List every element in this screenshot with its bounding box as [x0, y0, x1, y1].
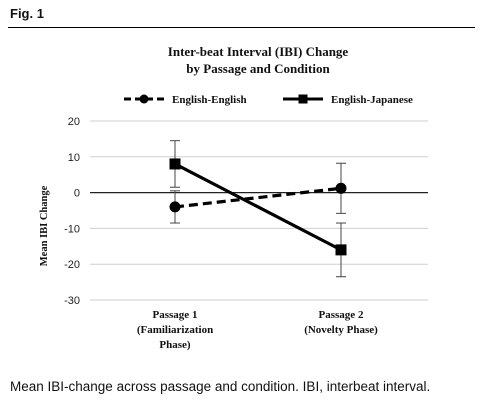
series-lines: [174, 162, 342, 252]
y-tick-label: 10: [68, 152, 80, 164]
y-axis-label: Mean IBI Change: [39, 185, 50, 266]
x-tick-labels: Passage 1 (Familiarization Phase) Passage 2…: [137, 309, 378, 351]
y-tick-labels: 20 10 0 -10 -20 -30: [64, 116, 80, 307]
legend-marker: [298, 94, 308, 104]
chart-legend: English-English English-Japanese: [124, 94, 413, 106]
data-point: [335, 182, 347, 194]
x-tick-label: Passage 1 (Familiarization Phase): [137, 309, 213, 351]
y-tick-label: 20: [68, 116, 80, 128]
gridlines: [90, 120, 428, 301]
data-point: [169, 158, 181, 170]
data-point: [335, 244, 347, 256]
figure-caption: Mean IBI-change across passage and condi…: [10, 379, 431, 394]
legend-marker: [139, 94, 149, 104]
y-tick-label: 0: [74, 188, 80, 200]
chart-title-line-2: by Passage and Condition: [186, 61, 330, 76]
x-tick-label: Passage 2 (Novelty Phase): [304, 309, 378, 336]
data-markers: [169, 158, 347, 256]
top-divider: [8, 27, 475, 28]
legend-label: English-Japanese: [331, 94, 413, 106]
legend-label: English-English: [172, 94, 247, 106]
y-tick-label: -30: [64, 295, 80, 307]
series-line-english-japanese: [174, 162, 342, 252]
chart-title-line-1: Inter-beat Interval (IBI) Change: [168, 44, 349, 59]
series-line-english-english: [174, 186, 342, 209]
data-point: [169, 201, 181, 213]
y-tick-label: -20: [64, 259, 80, 271]
figure-label: Fig. 1: [10, 6, 44, 21]
line-chart: Inter-beat Interval (IBI) Change by Pass…: [39, 44, 428, 351]
y-tick-label: -10: [64, 223, 80, 235]
